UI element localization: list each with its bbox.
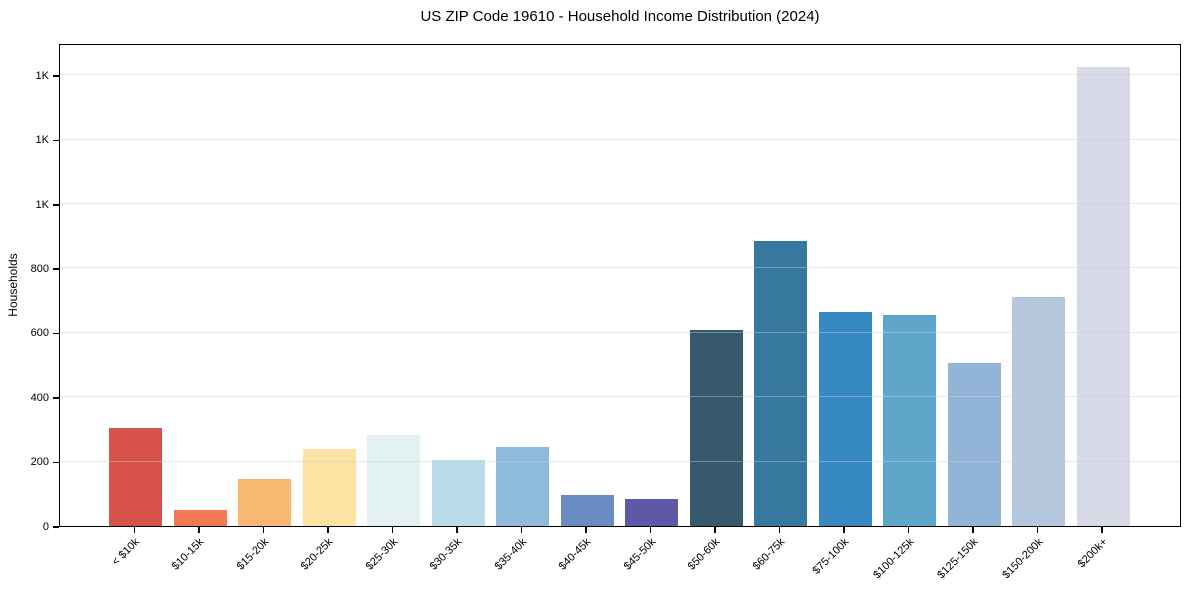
bar bbox=[1012, 297, 1065, 526]
x-tick-mark bbox=[262, 527, 265, 533]
y-tick-mark bbox=[53, 139, 59, 142]
x-tick-label: $35-40k bbox=[492, 536, 529, 573]
x-tick-label: $20-25k bbox=[298, 536, 336, 573]
x-tick-mark bbox=[649, 527, 652, 533]
x-tick-mark bbox=[1036, 527, 1039, 533]
x-tick-mark bbox=[133, 527, 136, 533]
y-tick-label: 200 bbox=[30, 456, 49, 469]
x-tick-mark bbox=[585, 527, 587, 533]
x-tick-label: $75-100k bbox=[810, 536, 852, 577]
chart-title: US ZIP Code 19610 - Household Income Dis… bbox=[420, 8, 820, 25]
x-tick-label: $50-60k bbox=[685, 536, 723, 573]
x-tick-label: $25-30k bbox=[363, 536, 400, 573]
bar bbox=[109, 427, 162, 526]
x-tick-mark bbox=[778, 527, 781, 533]
y-tick-mark bbox=[53, 268, 59, 270]
x-tick-label: $60-75k bbox=[750, 536, 787, 573]
x-tick-label: $45-50k bbox=[621, 536, 658, 573]
bar bbox=[560, 495, 614, 526]
bar bbox=[238, 479, 291, 526]
bar bbox=[496, 447, 549, 526]
gridline bbox=[60, 396, 1180, 398]
x-tick-mark bbox=[327, 527, 329, 533]
x-tick-label: $40-45k bbox=[556, 536, 594, 573]
y-tick-label: 1K bbox=[35, 134, 49, 147]
x-tick-label: $200k+ bbox=[1075, 536, 1110, 571]
y-tick-label: 1K bbox=[35, 69, 49, 82]
x-tick-mark bbox=[520, 527, 523, 533]
bar bbox=[689, 329, 743, 526]
gridline bbox=[60, 460, 1180, 462]
y-tick-mark bbox=[53, 332, 59, 335]
bar bbox=[625, 498, 678, 526]
x-tick-mark bbox=[714, 527, 716, 533]
bar bbox=[431, 460, 485, 526]
x-tick-mark bbox=[456, 527, 458, 533]
x-tick-mark bbox=[198, 527, 200, 533]
x-tick-label: < $10k bbox=[109, 536, 142, 569]
y-tick-label: 400 bbox=[30, 391, 49, 404]
x-tick-label: $10-15k bbox=[169, 536, 207, 573]
x-tick-label: $125-150k bbox=[935, 536, 981, 582]
x-tick-label: $15-20k bbox=[234, 536, 271, 573]
x-tick-label: $100-125k bbox=[870, 536, 916, 582]
bar bbox=[173, 509, 227, 526]
gridline bbox=[60, 267, 1180, 269]
y-tick-mark bbox=[53, 204, 59, 206]
x-tick-label: $150-200k bbox=[999, 536, 1045, 582]
y-axis-label: Households bbox=[6, 253, 20, 317]
bar bbox=[818, 311, 872, 526]
x-tick-mark bbox=[391, 527, 394, 533]
y-tick-label: 600 bbox=[30, 327, 49, 340]
y-tick-mark bbox=[53, 75, 59, 77]
plot-area bbox=[59, 44, 1181, 527]
gridline bbox=[60, 203, 1180, 204]
y-tick-mark bbox=[53, 397, 59, 399]
gridline bbox=[60, 138, 1180, 140]
bar bbox=[1076, 67, 1130, 526]
x-tick-mark bbox=[843, 527, 845, 533]
bar bbox=[883, 315, 936, 526]
bar bbox=[947, 363, 1001, 526]
bar bbox=[367, 434, 420, 526]
x-tick-mark bbox=[907, 527, 910, 533]
y-tick-label: 800 bbox=[30, 262, 49, 275]
x-tick-mark bbox=[972, 527, 974, 533]
x-tick-label: $30-35k bbox=[427, 536, 465, 573]
y-tick-label: 0 bbox=[42, 520, 49, 533]
x-tick-mark bbox=[1101, 527, 1103, 533]
y-tick-label: 1K bbox=[35, 198, 49, 211]
bar bbox=[754, 241, 807, 526]
gridline bbox=[60, 74, 1180, 76]
y-tick-mark bbox=[53, 526, 59, 528]
gridline bbox=[60, 331, 1180, 333]
bar bbox=[302, 448, 356, 526]
y-tick-mark bbox=[53, 461, 59, 464]
